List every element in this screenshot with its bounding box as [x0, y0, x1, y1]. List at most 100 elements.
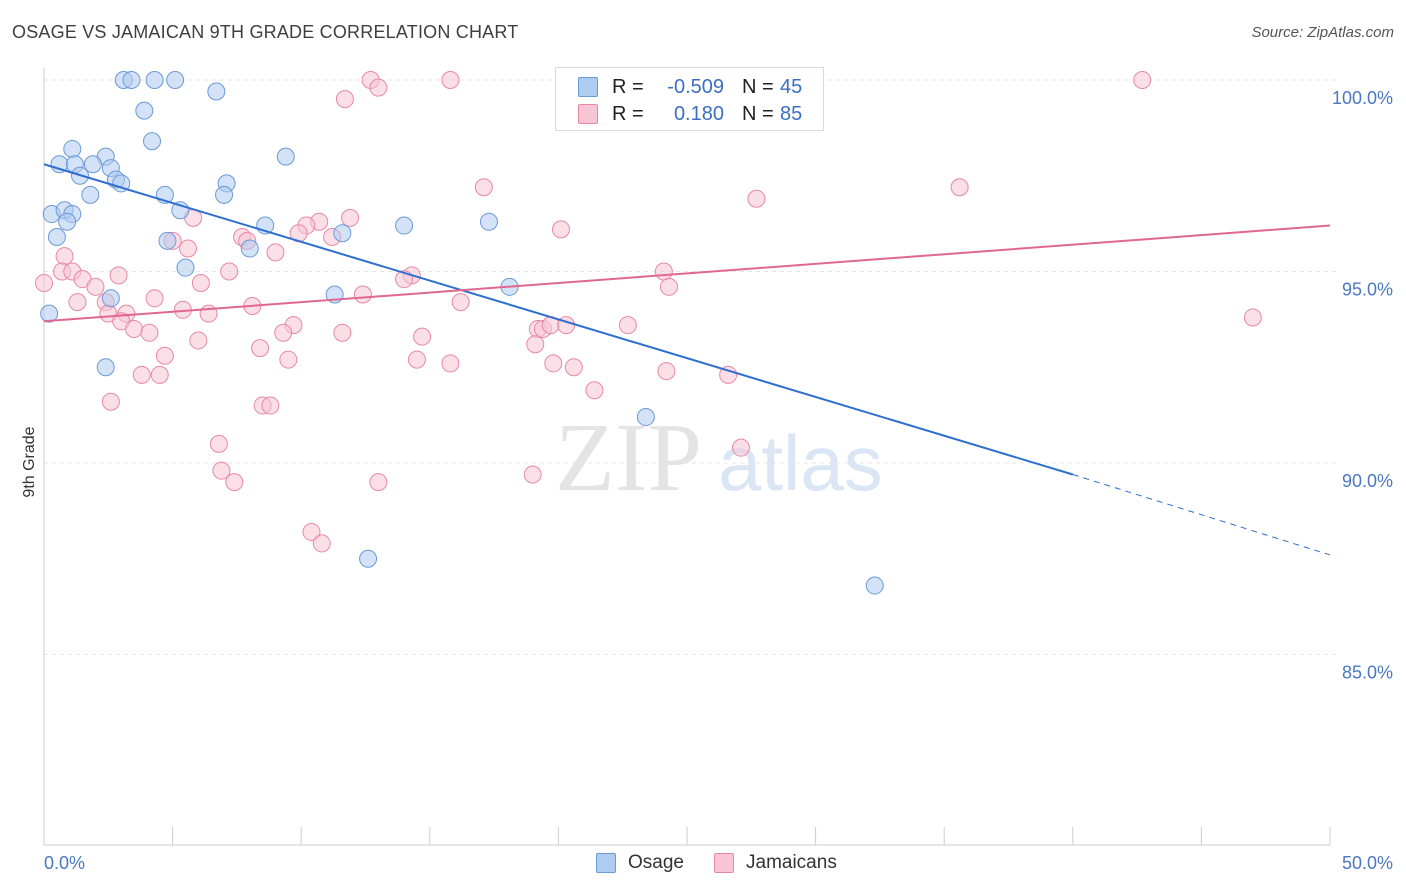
- jamaicans-point: [654, 262, 673, 281]
- trend-lines: [43, 163, 1331, 556]
- watermark-zip: ZIP: [555, 404, 702, 512]
- osage-point: [166, 71, 185, 89]
- legend-n-label: N =: [742, 102, 774, 125]
- osage-point: [40, 304, 59, 323]
- jamaicans-point: [526, 335, 545, 354]
- jamaicans-point: [155, 346, 174, 365]
- legend-r-label: R =: [612, 75, 644, 98]
- osage-point: [636, 408, 655, 427]
- x-tick-label: 0.0%: [44, 853, 85, 873]
- jamaicans-point: [564, 358, 583, 377]
- osage-point: [240, 239, 259, 258]
- legend-label-jamaicans: Jamaicans: [746, 852, 837, 873]
- watermark: ZIP atlas: [555, 404, 883, 512]
- chart-title: OSAGE VS JAMAICAN 9TH GRADE CORRELATION …: [12, 22, 519, 42]
- osage-point: [135, 101, 154, 120]
- jamaicans-point: [1243, 308, 1262, 327]
- jamaicans-point: [86, 277, 105, 296]
- y-tick-label: 85.0%: [1342, 663, 1393, 683]
- jamaicans-point: [220, 262, 239, 281]
- jamaicans-point: [441, 354, 460, 373]
- osage-point: [145, 71, 164, 89]
- osage-point: [865, 576, 884, 595]
- osage-point: [122, 71, 141, 89]
- legend-swatch-osage: [578, 77, 598, 97]
- series-legend: Osage Jamaicans: [0, 852, 1406, 878]
- jamaicans-point: [659, 277, 678, 296]
- legend-r-value: -0.509: [667, 75, 724, 98]
- jamaicans-point: [125, 319, 144, 338]
- osage-point: [143, 132, 162, 151]
- osage-point: [395, 216, 414, 235]
- legend-item-jamaicans[interactable]: Jamaicans: [714, 852, 837, 874]
- osage-point: [47, 228, 66, 247]
- jamaicans-point: [544, 354, 563, 373]
- jamaicans-point: [950, 178, 969, 197]
- osage-point: [101, 289, 120, 308]
- jamaicans-point: [302, 522, 321, 541]
- legend-swatch-osage: [596, 853, 616, 873]
- legend-label-osage: Osage: [628, 852, 684, 873]
- osage-point: [333, 224, 352, 243]
- jamaicans-point: [1133, 71, 1152, 89]
- jamaicans-point: [747, 189, 766, 208]
- jamaicans-point: [145, 289, 164, 308]
- jamaicans-point: [251, 339, 270, 358]
- osage-point: [215, 185, 234, 204]
- jamaicans-point: [413, 327, 432, 346]
- jamaicans-point: [474, 178, 493, 197]
- jamaicans-point: [225, 473, 244, 492]
- x-tick-label: 50.0%: [1342, 853, 1393, 873]
- legend-n-value: 85: [780, 102, 803, 125]
- jamaicans-trend-line: [43, 224, 1331, 323]
- jamaicans-point: [407, 350, 426, 369]
- jamaicans-point: [353, 285, 372, 304]
- osage-point: [83, 155, 102, 174]
- jamaicans-point: [618, 316, 637, 335]
- jamaicans-point: [35, 273, 53, 292]
- y-tick-label: 100.0%: [1332, 88, 1393, 108]
- jamaicans-point: [451, 293, 470, 312]
- jamaicans-point: [369, 78, 388, 97]
- jamaicans-point: [441, 71, 460, 89]
- osage-point: [176, 258, 195, 277]
- legend-n-value: 45: [780, 75, 803, 98]
- y-axis-title: 9th Grade: [21, 426, 38, 497]
- jamaicans-points: [35, 71, 1262, 553]
- y-tick-label: 95.0%: [1342, 280, 1393, 300]
- y-tick-label: 90.0%: [1342, 471, 1393, 491]
- jamaicans-point: [109, 266, 128, 285]
- osage-points: [40, 71, 884, 595]
- osage-point: [207, 82, 226, 101]
- jamaicans-point: [266, 243, 285, 262]
- legend-swatch-jamaicans: [714, 853, 734, 873]
- jamaicans-point: [191, 273, 210, 292]
- jamaicans-point: [279, 350, 298, 369]
- legend-n-label: N =: [742, 75, 774, 98]
- correlation-legend: R = -0.509 N = 45 R = 0.180 N = 85: [555, 67, 824, 131]
- osage-point: [276, 147, 295, 166]
- jamaicans-point: [551, 220, 570, 239]
- legend-r-value: 0.180: [673, 102, 724, 125]
- osage-point: [158, 231, 177, 250]
- jamaicans-point: [369, 473, 388, 492]
- jamaicans-point: [55, 247, 74, 266]
- jamaicans-point: [333, 323, 352, 342]
- jamaicans-point: [341, 208, 360, 227]
- jamaicans-point: [101, 392, 120, 411]
- jamaicans-point: [274, 323, 293, 342]
- osage-point: [58, 212, 77, 231]
- jamaicans-point: [209, 434, 228, 453]
- legend-swatch-jamaicans: [578, 104, 598, 124]
- jamaicans-point: [523, 465, 542, 484]
- jamaicans-point: [312, 534, 331, 553]
- jamaicans-point: [585, 381, 604, 400]
- jamaicans-point: [732, 438, 751, 457]
- osage-point: [479, 212, 498, 231]
- legend-row-osage: R = -0.509 N = 45: [556, 73, 802, 101]
- tick-labels: 85.0% 90.0% 95.0% 100.0% 0.0% 50.0%: [44, 88, 1393, 873]
- grid-lines: [44, 79, 1336, 655]
- jamaicans-point: [189, 331, 208, 350]
- legend-item-osage[interactable]: Osage: [596, 852, 684, 874]
